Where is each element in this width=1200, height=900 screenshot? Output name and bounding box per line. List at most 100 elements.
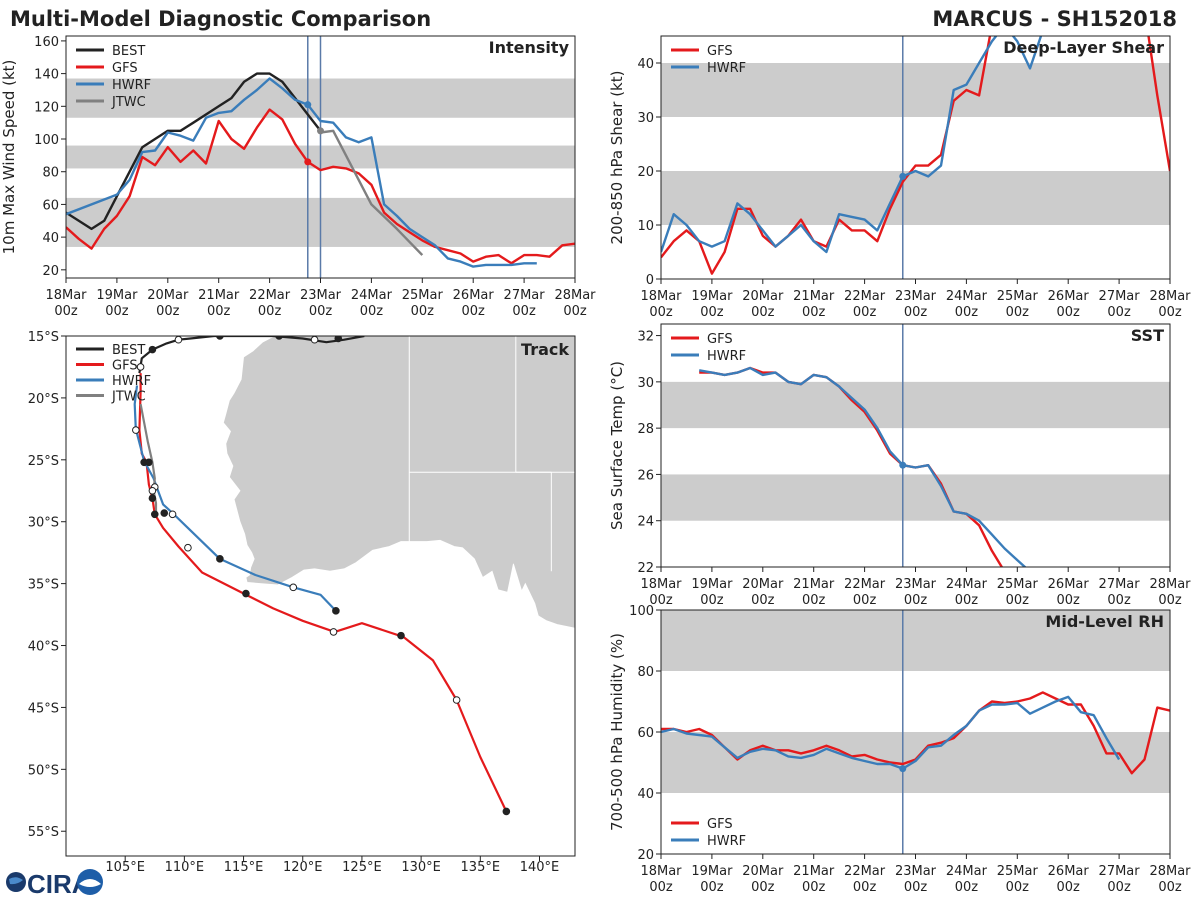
track-ytick-label: 20°S <box>28 392 59 407</box>
rh-xtick-label-hour: 00z <box>904 880 928 895</box>
shear-title: Deep-Layer Shear <box>1003 38 1164 57</box>
rh-xtick-label-date: 19Mar <box>691 864 733 879</box>
satellite-swirl-icon <box>79 879 101 887</box>
track-position-marker <box>136 363 145 371</box>
track-position-marker <box>332 607 340 615</box>
track-map-area <box>132 336 575 816</box>
rh-marker-hwrf <box>899 765 907 773</box>
rh-plot-area <box>661 610 1170 854</box>
rh-xtick-label-hour: 00z <box>1057 880 1081 895</box>
intensity-xtick-label-hour: 00z <box>309 304 333 319</box>
rh-xtick-label-hour: 00z <box>1006 880 1030 895</box>
intensity-ytick-label: 60 <box>42 198 59 213</box>
globe-land-icon <box>9 877 23 885</box>
intensity-ytick-label: 100 <box>34 133 59 148</box>
track-ytick-label: 55°S <box>28 825 59 840</box>
intensity-ytick-label: 40 <box>42 231 59 246</box>
sst-title: SST <box>1131 326 1164 345</box>
intensity-legend-label-hwrf: HWRF <box>112 78 151 93</box>
intensity-ytick-label: 160 <box>34 35 59 50</box>
shear-xtick-label-hour: 00z <box>853 305 877 320</box>
track-line-jtwc <box>139 403 158 513</box>
intensity-marker-jtwc <box>317 127 324 135</box>
rh-xtick-label-hour: 00z <box>802 880 826 895</box>
track-position-marker <box>150 510 159 519</box>
track-ytick-label: 40°S <box>28 640 59 655</box>
track-ytick-label: 35°S <box>28 578 59 593</box>
track-frame <box>65 335 576 857</box>
track-position-marker <box>184 543 192 552</box>
sst-band <box>661 474 1170 521</box>
track-xtick-label: 135°E <box>461 860 501 875</box>
sst-ytick-label: 26 <box>637 468 654 483</box>
sst-xtick-label-date: 19Mar <box>691 577 733 592</box>
rh-xtick-label-hour: 00z <box>700 880 724 895</box>
sst-xtick-label-date: 23Mar <box>895 577 937 592</box>
track-ytick-label: 15°S <box>28 330 59 345</box>
sst-ytick-label: 22 <box>637 561 654 576</box>
shear-xtick-label-hour: 00z <box>904 305 928 320</box>
intensity-xtick-label-date: 21Mar <box>198 288 240 303</box>
sst-xtick-label-date: 25Mar <box>997 577 1039 592</box>
track-position-marker <box>168 510 177 519</box>
shear-xtick-label-date: 22Mar <box>844 289 886 304</box>
intensity-xtick-label-date: 27Mar <box>504 288 546 303</box>
rh-ytick-label: 20 <box>637 848 654 863</box>
track-xtick-label: 130°E <box>401 860 441 875</box>
rh-ytick-label: 60 <box>637 726 654 741</box>
cira-logo: CIRA <box>6 869 103 899</box>
intensity-xtick-label-date: 26Mar <box>453 288 495 303</box>
storm-id: MARCUS - SH152018 <box>932 7 1177 31</box>
track-position-marker <box>148 345 157 354</box>
sst-ytick-label: 24 <box>637 515 654 530</box>
track-position-marker <box>216 555 224 563</box>
rh-xtick-label-hour: 00z <box>853 880 877 895</box>
intensity-xtick-label-hour: 00z <box>462 304 486 319</box>
sst-ytick-label: 28 <box>637 422 654 437</box>
sst-xtick-label-hour: 00z <box>751 593 775 608</box>
sst-xtick-label-hour: 00z <box>1057 593 1081 608</box>
intensity-xtick-label-date: 18Mar <box>45 288 87 303</box>
sst-xtick-label-hour: 00z <box>853 593 877 608</box>
track-position-marker <box>310 336 319 344</box>
track-xtick-label: 140°E <box>520 860 560 875</box>
track-position-marker <box>334 336 343 343</box>
track-position-marker <box>242 589 250 598</box>
shear-xtick-label-hour: 00z <box>700 305 724 320</box>
shear-legend-label-gfs: GFS <box>707 44 733 59</box>
intensity-legend-label-jtwc: JTWC <box>111 95 146 110</box>
shear-xtick-label-date: 24Mar <box>946 289 988 304</box>
track-panel: 105°E 110°E 115°E 120°E 125°E 130°E 135°E 140°E… <box>28 330 576 875</box>
intensity-ytick-label: 140 <box>34 68 59 83</box>
intensity-ylabel: 10m Max Wind Speed (kt) <box>0 60 18 255</box>
track-position-marker <box>397 631 405 640</box>
intensity-xtick-label-hour: 00z <box>207 304 231 319</box>
intensity-xtick-label-date: 24Mar <box>351 288 393 303</box>
sst-band <box>661 381 1170 429</box>
shear-band <box>661 63 1170 117</box>
intensity-marker-gfs <box>304 158 312 166</box>
track-xtick-label: 115°E <box>224 860 264 875</box>
intensity-xtick-label-date: 23Mar <box>300 288 342 303</box>
rh-ytick-label: 100 <box>629 604 654 619</box>
track-position-marker <box>502 807 511 816</box>
track-position-marker <box>329 628 338 636</box>
sst-xtick-label-hour: 00z <box>649 593 673 608</box>
intensity-line-jtwc <box>320 129 424 256</box>
intensity-xtick-label-hour: 00z <box>563 304 587 319</box>
shear-ytick-label: 30 <box>637 111 654 126</box>
sst-xtick-label-date: 21Mar <box>793 577 835 592</box>
sst-xtick-label-date: 26Mar <box>1048 577 1090 592</box>
track-xtick-label: 125°E <box>342 860 382 875</box>
sst-xtick-label-hour: 00z <box>1158 593 1182 608</box>
rh-ytick-label: 80 <box>637 665 654 680</box>
intensity-panel: 2040608010012014016018Mar00z19Mar00z20Ma… <box>0 35 596 319</box>
rh-band <box>661 732 1170 793</box>
intensity-line-best <box>66 72 322 231</box>
track-title: Track <box>521 340 569 359</box>
sst-xtick-label-hour: 00z <box>955 593 979 608</box>
rh-xtick-label-hour: 00z <box>1158 880 1182 895</box>
shear-line-gfs <box>661 36 1170 275</box>
shear-ytick-label: 10 <box>637 219 654 234</box>
